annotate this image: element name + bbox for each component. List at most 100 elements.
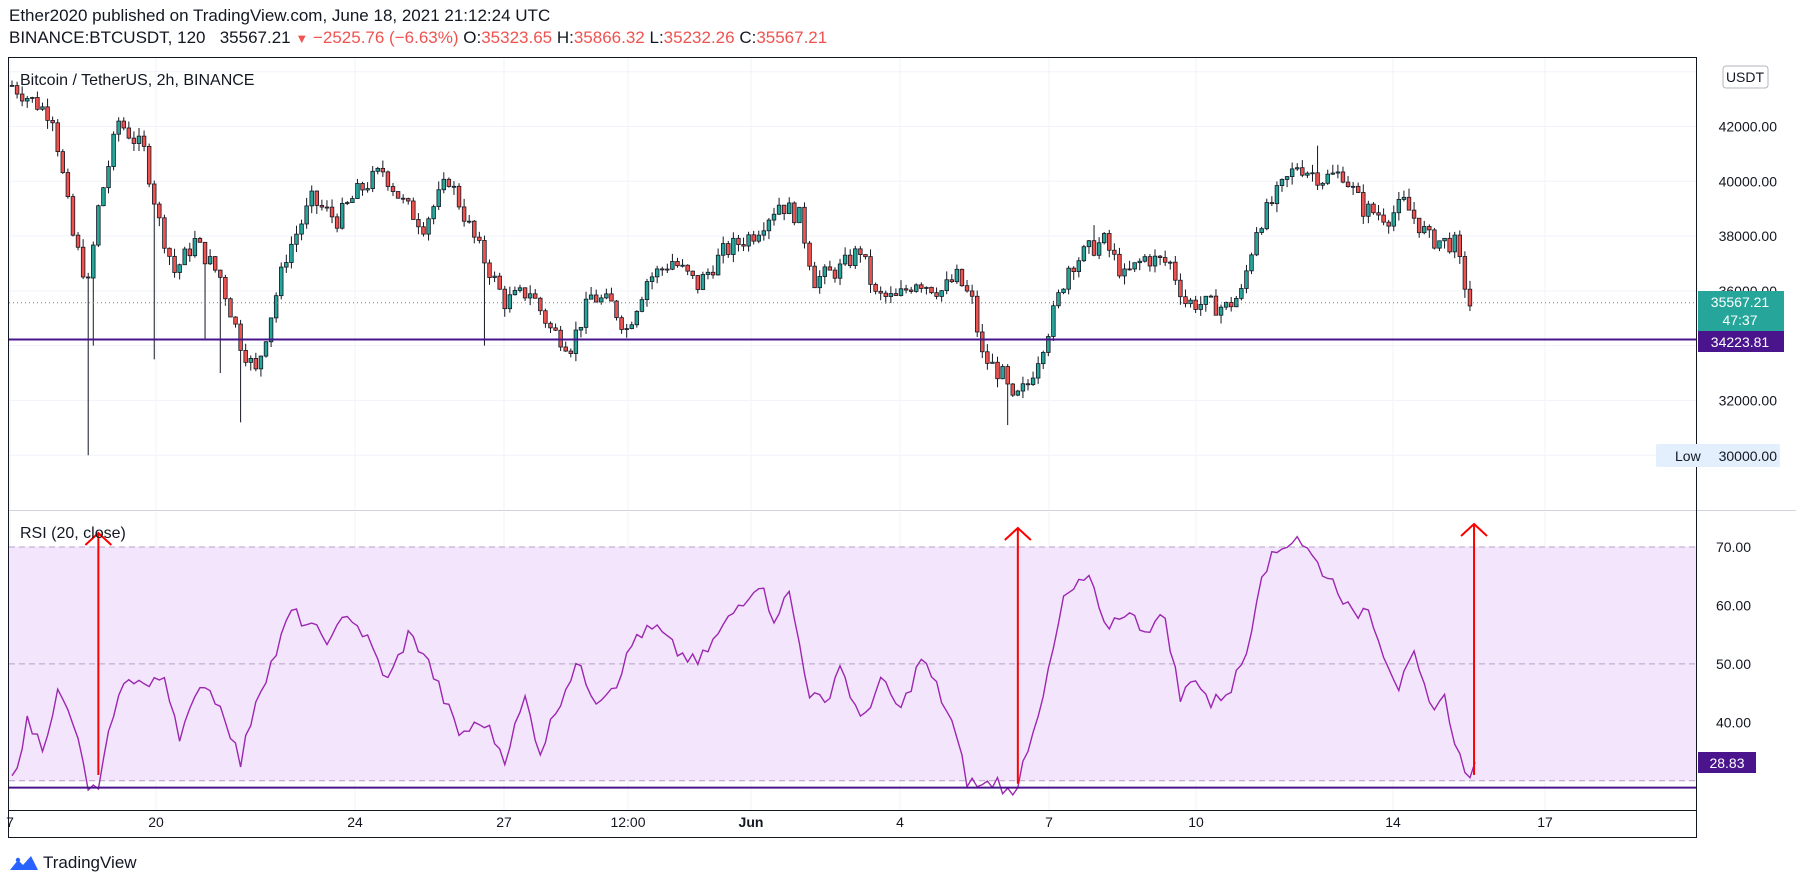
rsi-arrow[interactable] xyxy=(1004,526,1032,784)
candle xyxy=(258,355,264,377)
candle xyxy=(1173,256,1178,285)
candle xyxy=(177,263,182,280)
candle xyxy=(451,181,457,195)
rsi-legend[interactable]: RSI (20, close) xyxy=(20,525,126,542)
candle xyxy=(888,286,894,304)
candle xyxy=(223,274,228,306)
candle xyxy=(1081,244,1087,263)
candle xyxy=(649,272,655,290)
time-tick-label: 4 xyxy=(896,814,904,830)
candle xyxy=(588,286,594,300)
publisher-line: Ether2020 published on TradingView.com, … xyxy=(9,6,551,25)
candle xyxy=(167,247,172,266)
candle xyxy=(1102,232,1107,245)
candle xyxy=(639,296,645,313)
candle xyxy=(1183,289,1188,308)
candle xyxy=(619,315,624,334)
candle xyxy=(614,299,619,321)
candle xyxy=(1452,231,1457,259)
candle xyxy=(842,247,848,266)
candle xyxy=(771,207,777,226)
low-marker: Low 30000.00 xyxy=(1656,444,1780,467)
candle xyxy=(756,230,761,244)
support-tag-value: 34223.81 xyxy=(1711,334,1770,350)
candle xyxy=(924,286,929,295)
candle xyxy=(898,280,904,297)
candle xyxy=(710,265,716,279)
candle xyxy=(1396,191,1402,221)
candle xyxy=(304,197,309,229)
chart-svg[interactable]: 42000.0040000.0038000.0036000.0032000.00… xyxy=(0,0,1796,850)
candle xyxy=(853,245,858,269)
main-legend[interactable]: Bitcoin / TetherUS, 2h, BINANCE xyxy=(20,72,254,89)
candle xyxy=(558,325,563,352)
candle xyxy=(715,248,721,276)
candle xyxy=(1391,205,1396,232)
candle xyxy=(1467,280,1473,312)
candle xyxy=(1035,356,1041,384)
candle xyxy=(152,180,157,360)
candle xyxy=(1381,208,1386,226)
candle xyxy=(279,262,284,300)
rsi-arrow[interactable] xyxy=(1460,522,1488,775)
candle xyxy=(883,290,888,304)
candle xyxy=(527,285,533,306)
candle xyxy=(624,323,629,338)
rsi-axis[interactable]: 70.00 60.00 50.00 40.00 xyxy=(1716,539,1751,730)
candle xyxy=(1376,205,1381,221)
tradingview-logo[interactable]: TradingView xyxy=(9,853,137,873)
candle xyxy=(35,91,40,111)
candle xyxy=(1041,350,1046,370)
candle xyxy=(172,248,177,278)
candle xyxy=(1310,164,1315,182)
candle xyxy=(248,355,253,371)
candle xyxy=(690,270,695,279)
candle xyxy=(543,308,548,328)
candle xyxy=(949,274,954,283)
candle xyxy=(903,284,909,294)
rsi-tick-label: 40.00 xyxy=(1716,714,1751,730)
symbol-label[interactable]: BINANCE:BTCUSDT, 120 xyxy=(9,28,206,47)
candle xyxy=(517,284,523,293)
countdown-tag-value: 47:37 xyxy=(1722,312,1757,328)
time-tick-label: Jun xyxy=(739,814,764,830)
candle xyxy=(1340,166,1346,184)
candle xyxy=(964,279,970,293)
candle xyxy=(431,204,436,225)
candle xyxy=(1152,249,1158,273)
candle xyxy=(1320,182,1325,190)
candle xyxy=(472,220,477,244)
candle xyxy=(817,270,822,294)
time-tick-label: 14 xyxy=(1385,814,1401,830)
time-axis[interactable]: 7 20 24 27 12:00 Jun 4 7 10 14 17 xyxy=(6,814,1553,830)
candle xyxy=(390,182,396,197)
time-tick-label: 20 xyxy=(148,814,164,830)
candle xyxy=(55,119,60,157)
last-price-text: 35567.21 xyxy=(219,28,291,47)
candle xyxy=(1315,145,1320,190)
candle xyxy=(421,222,426,237)
price-tick-label: 40000.00 xyxy=(1719,173,1778,189)
candle xyxy=(75,232,81,251)
open-value: 35323.65 xyxy=(481,28,553,47)
candle xyxy=(868,249,873,293)
currency-badge[interactable]: USDT xyxy=(1722,65,1769,89)
candle xyxy=(400,194,406,204)
candle xyxy=(1350,182,1356,195)
candle xyxy=(126,121,132,140)
candle xyxy=(1056,289,1061,309)
candle xyxy=(797,206,802,224)
candle xyxy=(812,261,817,289)
annotation-arrows[interactable] xyxy=(84,522,1488,784)
candle xyxy=(162,214,167,254)
candle xyxy=(1071,266,1076,280)
candle xyxy=(385,170,391,191)
rsi-line xyxy=(11,535,1476,797)
candle xyxy=(9,80,15,87)
candle xyxy=(934,287,939,300)
candle xyxy=(233,316,238,328)
rsi-arrow[interactable] xyxy=(84,531,113,775)
candle xyxy=(243,343,248,367)
candle xyxy=(329,199,335,224)
